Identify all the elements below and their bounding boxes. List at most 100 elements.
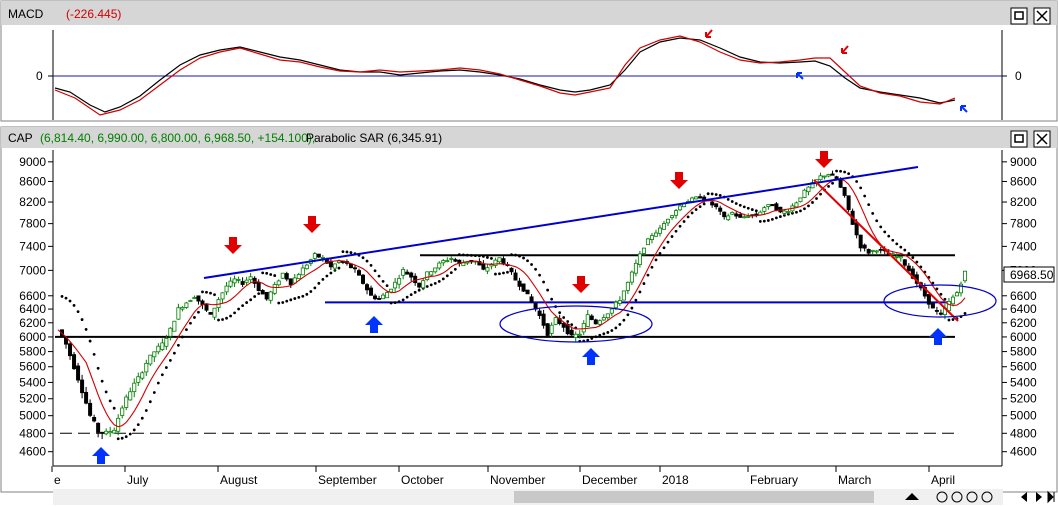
candle-body	[96, 422, 101, 433]
sar-dot	[461, 253, 465, 257]
sar-dot	[197, 310, 200, 314]
candle-body	[68, 343, 73, 357]
y-tick-label: 8200	[19, 195, 46, 209]
candle-body	[92, 416, 97, 422]
price-candles	[60, 170, 968, 440]
candle-body	[770, 204, 775, 207]
y-tick-label: 5400	[19, 375, 46, 389]
scroll-controls[interactable]	[905, 490, 1055, 504]
x-tick-label: September	[318, 473, 377, 487]
candle-body	[694, 196, 699, 200]
sar-dot	[534, 267, 537, 271]
sar-dot	[449, 271, 453, 274]
sar-dot	[875, 219, 879, 223]
candle-body	[890, 253, 895, 256]
candle-body	[545, 323, 550, 336]
time-axis-labels: e July August September October November Decem…	[51, 466, 955, 487]
candle-body	[180, 307, 185, 310]
candle-body	[489, 264, 494, 267]
sar-dot	[770, 217, 774, 221]
sar-dot	[108, 399, 112, 403]
candle-body	[806, 186, 811, 193]
candle-body	[629, 271, 634, 283]
zoom-out-icon	[936, 491, 948, 503]
y-tick-label: 5600	[1010, 360, 1037, 374]
candle-body	[786, 211, 791, 213]
candle-body	[621, 290, 626, 301]
candle-body	[316, 253, 321, 258]
sar-dot	[100, 379, 104, 383]
candle-body	[637, 253, 642, 266]
x-tick-label: February	[750, 473, 798, 487]
price-title-bar	[1, 127, 1057, 148]
candle-body	[168, 327, 173, 337]
sell-arrow	[303, 216, 321, 233]
sar-dot	[871, 212, 875, 215]
candle-body	[320, 256, 325, 259]
y-tick-label: 6600	[19, 289, 46, 303]
sar-dot	[172, 351, 176, 355]
candle-body	[352, 267, 357, 270]
candle-body	[244, 279, 249, 283]
candle-body	[112, 429, 117, 434]
scrollbar-thumb[interactable]	[514, 491, 874, 503]
sar-dot	[321, 278, 325, 281]
sar-dot	[738, 203, 742, 207]
candle-body	[184, 302, 189, 308]
sar-dot	[309, 290, 313, 293]
sar-dot	[650, 265, 654, 269]
sar-dot	[783, 213, 786, 217]
sar-dot	[710, 192, 714, 196]
macd-signal-line	[54, 35, 956, 116]
candle-body	[734, 213, 739, 217]
y-tick-label: 9000	[1010, 155, 1037, 169]
sar-dot	[120, 436, 124, 440]
sar-dot	[558, 311, 562, 315]
sar-dot	[88, 339, 92, 343]
macd-maximize-button[interactable]	[1010, 7, 1028, 25]
candle-body	[280, 272, 285, 279]
sar-dot	[477, 254, 481, 258]
x-tick-label: August	[220, 473, 258, 487]
sar-dot	[939, 292, 943, 296]
price-maximize-button[interactable]	[1010, 130, 1028, 148]
sar-dot	[84, 328, 88, 331]
sar-dot	[750, 208, 754, 211]
candle-body	[365, 284, 370, 291]
sar-dot	[393, 301, 397, 305]
candle-body	[674, 210, 679, 216]
sar-dot	[847, 172, 851, 176]
sar-dot	[369, 264, 373, 267]
sar-dot	[526, 259, 529, 263]
sar-dot	[614, 326, 618, 330]
sar-dot	[778, 215, 782, 218]
sar-dot	[931, 281, 935, 285]
candle-body	[593, 319, 598, 325]
candle-body	[312, 253, 317, 259]
sar-dot	[694, 208, 698, 211]
candle-body	[385, 292, 390, 299]
candle-body	[76, 365, 81, 381]
sar-dot	[610, 329, 614, 332]
candle-body	[870, 249, 875, 252]
candle-body	[641, 247, 646, 254]
y-tick-label: 8200	[1010, 195, 1037, 209]
sar-dot	[666, 240, 670, 244]
sar-dot	[807, 204, 810, 208]
candle-body	[862, 244, 867, 249]
candle-body	[553, 317, 558, 325]
candle-body	[208, 312, 213, 315]
candle-body	[838, 178, 843, 188]
candle-body	[954, 292, 959, 297]
candle-body	[148, 354, 153, 365]
candle-body	[224, 285, 229, 293]
sar-dot	[598, 333, 602, 337]
sar-dot	[225, 316, 228, 320]
sar-dot	[754, 209, 758, 213]
candle-body	[437, 262, 442, 269]
candle-body	[332, 263, 337, 269]
candle-body	[950, 296, 955, 305]
zoom-in-icon	[951, 491, 963, 503]
candle-body	[192, 297, 197, 299]
